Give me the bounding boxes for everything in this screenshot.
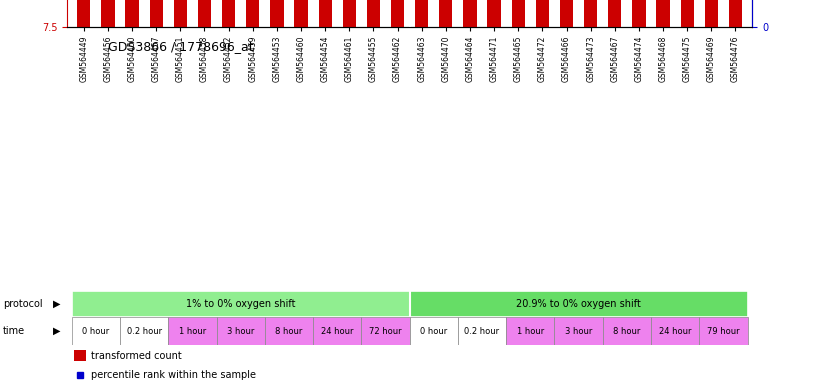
Bar	[603, 317, 651, 345]
Bar	[729, 0, 742, 27]
Bar	[168, 317, 216, 345]
Bar	[101, 0, 114, 27]
Text: protocol: protocol	[3, 299, 43, 309]
Text: percentile rank within the sample: percentile rank within the sample	[91, 370, 256, 380]
Bar	[78, 0, 91, 27]
Bar	[72, 317, 120, 345]
Text: 0 hour: 0 hour	[420, 326, 447, 336]
Text: 72 hour: 72 hour	[369, 326, 401, 336]
Bar	[632, 0, 645, 27]
Bar	[343, 0, 356, 27]
Bar	[699, 317, 747, 345]
Bar	[126, 0, 139, 27]
Bar	[197, 0, 211, 27]
Text: 79 hour: 79 hour	[707, 326, 739, 336]
Bar	[265, 317, 313, 345]
Text: 24 hour: 24 hour	[659, 326, 691, 336]
Bar	[439, 0, 452, 27]
Text: 1 hour: 1 hour	[517, 326, 544, 336]
Text: 3 hour: 3 hour	[227, 326, 255, 336]
Bar	[651, 317, 699, 345]
Bar	[120, 317, 168, 345]
Bar	[174, 0, 187, 27]
Text: 20.9% to 0% oxygen shift: 20.9% to 0% oxygen shift	[517, 299, 641, 309]
Bar	[512, 0, 525, 27]
Bar	[270, 0, 283, 27]
Bar	[656, 0, 670, 27]
Bar	[415, 0, 428, 27]
Text: ▶: ▶	[53, 299, 61, 309]
Text: 3 hour: 3 hour	[565, 326, 592, 336]
Bar	[536, 0, 549, 27]
Bar	[410, 317, 458, 345]
Text: 1% to 0% oxygen shift: 1% to 0% oxygen shift	[186, 299, 295, 309]
Bar	[463, 0, 477, 27]
Bar	[410, 291, 747, 317]
Bar	[361, 317, 410, 345]
Bar	[295, 0, 308, 27]
Text: 0.2 hour: 0.2 hour	[126, 326, 162, 336]
Bar	[705, 0, 718, 27]
Bar	[506, 317, 554, 345]
Bar	[681, 0, 694, 27]
Bar	[584, 0, 597, 27]
Text: ▶: ▶	[53, 326, 61, 336]
Text: time: time	[3, 326, 25, 336]
Bar	[560, 0, 573, 27]
Text: GDS3866 / 1778696_at: GDS3866 / 1778696_at	[108, 40, 253, 53]
Bar	[367, 0, 380, 27]
Bar	[149, 0, 163, 27]
Text: 1 hour: 1 hour	[179, 326, 206, 336]
Bar	[73, 350, 86, 361]
Text: 24 hour: 24 hour	[321, 326, 353, 336]
Bar	[318, 0, 332, 27]
Text: 8 hour: 8 hour	[275, 326, 303, 336]
Bar	[458, 317, 506, 345]
Bar	[222, 0, 235, 27]
Bar	[72, 291, 410, 317]
Bar	[313, 317, 361, 345]
Text: 8 hour: 8 hour	[613, 326, 641, 336]
Bar	[487, 0, 501, 27]
Text: transformed count: transformed count	[91, 351, 182, 361]
Bar	[246, 0, 259, 27]
Bar	[554, 317, 603, 345]
Bar	[216, 317, 265, 345]
Text: 0.2 hour: 0.2 hour	[464, 326, 499, 336]
Bar	[608, 0, 622, 27]
Bar	[391, 0, 404, 27]
Text: 0 hour: 0 hour	[82, 326, 109, 336]
